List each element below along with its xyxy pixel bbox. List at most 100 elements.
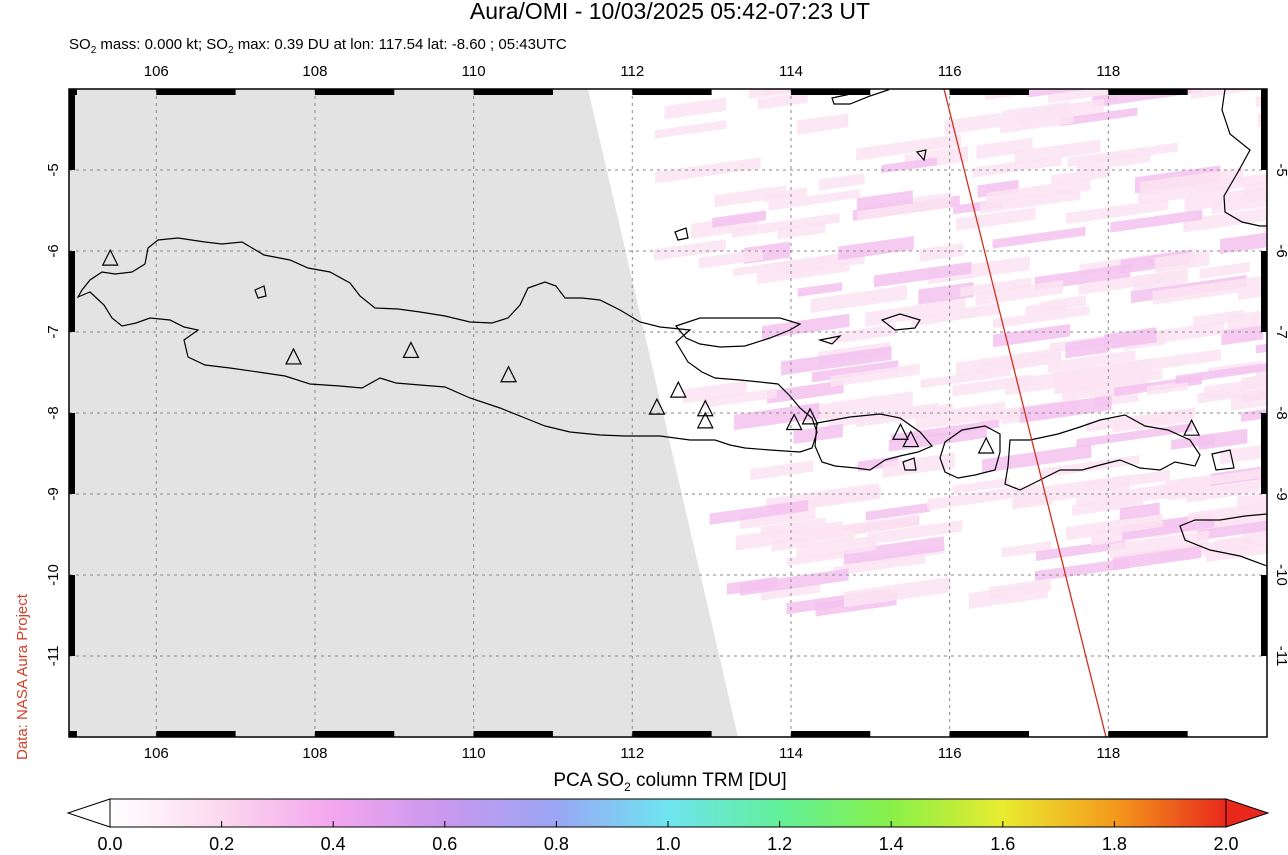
so2-pixel — [750, 460, 814, 481]
so2-pixel — [992, 306, 1090, 329]
lat-label-right: -6 — [1273, 244, 1288, 257]
so2-pixel — [698, 248, 764, 269]
so2-pixel — [1066, 198, 1169, 225]
so2-pixel — [857, 192, 951, 221]
so2-pixel — [961, 67, 1009, 82]
so2-pixel — [923, 31, 1004, 50]
lon-label-bottom: 108 — [302, 745, 327, 762]
so2-pixel — [1000, 109, 1074, 134]
so2-pixel — [830, 324, 896, 345]
so2-pixel — [873, 261, 972, 288]
so2-pixel — [956, 207, 1036, 231]
lon-label-top: 108 — [302, 63, 327, 80]
volcano-marker — [801, 407, 819, 425]
so2-pixel — [709, 499, 809, 525]
so2-pixel — [908, 0, 984, 8]
so2-pixel — [911, 302, 999, 327]
volcano-marker — [402, 341, 420, 359]
map-border-bars — [69, 89, 1267, 737]
so2-pixel — [777, 221, 826, 240]
lon-label-bottom: 114 — [779, 745, 803, 762]
so2-pixel — [1183, 206, 1267, 233]
so2-pixel — [744, 0, 821, 14]
so2-pixel — [800, 514, 919, 543]
so2-pixel — [1051, 167, 1111, 186]
colorbar-title: PCA SO2 column TRM [DU] — [553, 770, 787, 794]
so2-pixel — [1215, 525, 1267, 553]
colorbar-tick-label: 0.4 — [321, 834, 346, 854]
sulawesi-coastline — [1221, 89, 1267, 227]
so2-pixel — [640, 45, 721, 65]
border-bar — [1108, 731, 1188, 737]
so2-pixel — [1204, 373, 1267, 400]
so2-pixel — [1147, 380, 1188, 396]
volcano-marker — [500, 365, 518, 383]
colorbar: 0.0 0.2 0.4 0.6 0.8 1.0 1.2 1.4 1.6 1.8 2.0 — [66, 798, 1270, 854]
colorbar-tick-label: 1.8 — [1102, 834, 1127, 854]
so2-pixel — [843, 536, 945, 565]
so2-pixel — [833, 554, 926, 576]
so2-pixel — [768, 189, 860, 211]
so2-pixel — [998, 89, 1069, 90]
so2-pixel — [1119, 502, 1160, 521]
colorbar-high-arrow — [1225, 798, 1270, 828]
so2-pixel — [1047, 89, 1123, 104]
so2-pixel — [1112, 543, 1202, 571]
axis-labels: 106 106 108 108 110 110 112 112 114 114 116 116 118 1… — [45, 63, 1288, 762]
so2-pixel — [865, 298, 966, 327]
so2-pixel — [885, 11, 1000, 40]
so2-pixel — [597, 24, 704, 54]
lat-label-right: -8 — [1273, 406, 1288, 419]
so2-pixel — [709, 65, 753, 83]
so2-pixel — [767, 380, 844, 404]
map-title: Aura/OMI - 10/03/2025 05:42-07:23 UT — [469, 0, 871, 24]
so2-pixel — [1061, 373, 1149, 402]
so2-pixel — [952, 477, 1010, 495]
so2-pixel — [1198, 428, 1248, 451]
border-bar — [1261, 251, 1267, 332]
so2-pixel — [1230, 386, 1267, 411]
so2-pixel — [1196, 513, 1267, 541]
border-bar — [949, 731, 1029, 737]
border-bar — [790, 89, 871, 95]
so2-pixel — [1039, 454, 1140, 479]
so2-pixel — [683, 380, 747, 404]
so2-pixel — [1191, 89, 1267, 100]
so2-pixel — [1175, 362, 1267, 384]
so2-pixel — [735, 520, 843, 551]
so2-pixel — [750, 0, 830, 22]
so2-pixel — [867, 519, 963, 545]
border-bar — [69, 251, 75, 332]
border-bar — [1261, 413, 1267, 494]
so2-pixel — [1188, 499, 1267, 524]
so2-pixel — [1061, 9, 1172, 33]
lat-label-left: -9 — [45, 487, 62, 500]
so2-pixel — [1148, 0, 1200, 14]
so2-pixel — [1238, 282, 1267, 301]
so2-pixel — [760, 583, 821, 601]
lon-label-top: 106 — [144, 63, 169, 80]
so2-pixel — [654, 239, 726, 261]
colorbar-tick-label: 1.6 — [990, 834, 1015, 854]
so2-pixel — [856, 190, 913, 212]
so2-pixel — [734, 402, 820, 431]
orbit-track-line — [943, 89, 1107, 737]
so2-pixel — [986, 178, 1091, 205]
so2-pixel — [992, 323, 1071, 348]
so2-pixel — [1005, 364, 1115, 396]
colorbar-tick-label: 0.8 — [544, 834, 569, 854]
volcano-marker — [101, 248, 119, 266]
so2-pixel — [757, 91, 808, 110]
so2-pixel — [915, 401, 1005, 430]
colorbar-tick-label: 1.4 — [879, 834, 904, 854]
lon-label-bottom: 110 — [462, 745, 486, 762]
so2-pixel — [797, 282, 843, 297]
volcano-marker — [696, 411, 714, 429]
border-bar — [949, 89, 1029, 95]
so2-pixel — [1161, 36, 1228, 61]
lat-label-right: -11 — [1273, 646, 1288, 667]
border-bar — [632, 89, 712, 95]
so2-pixel — [1000, 62, 1059, 85]
so2-pixel — [1112, 408, 1194, 433]
so2-pixel — [855, 403, 953, 428]
